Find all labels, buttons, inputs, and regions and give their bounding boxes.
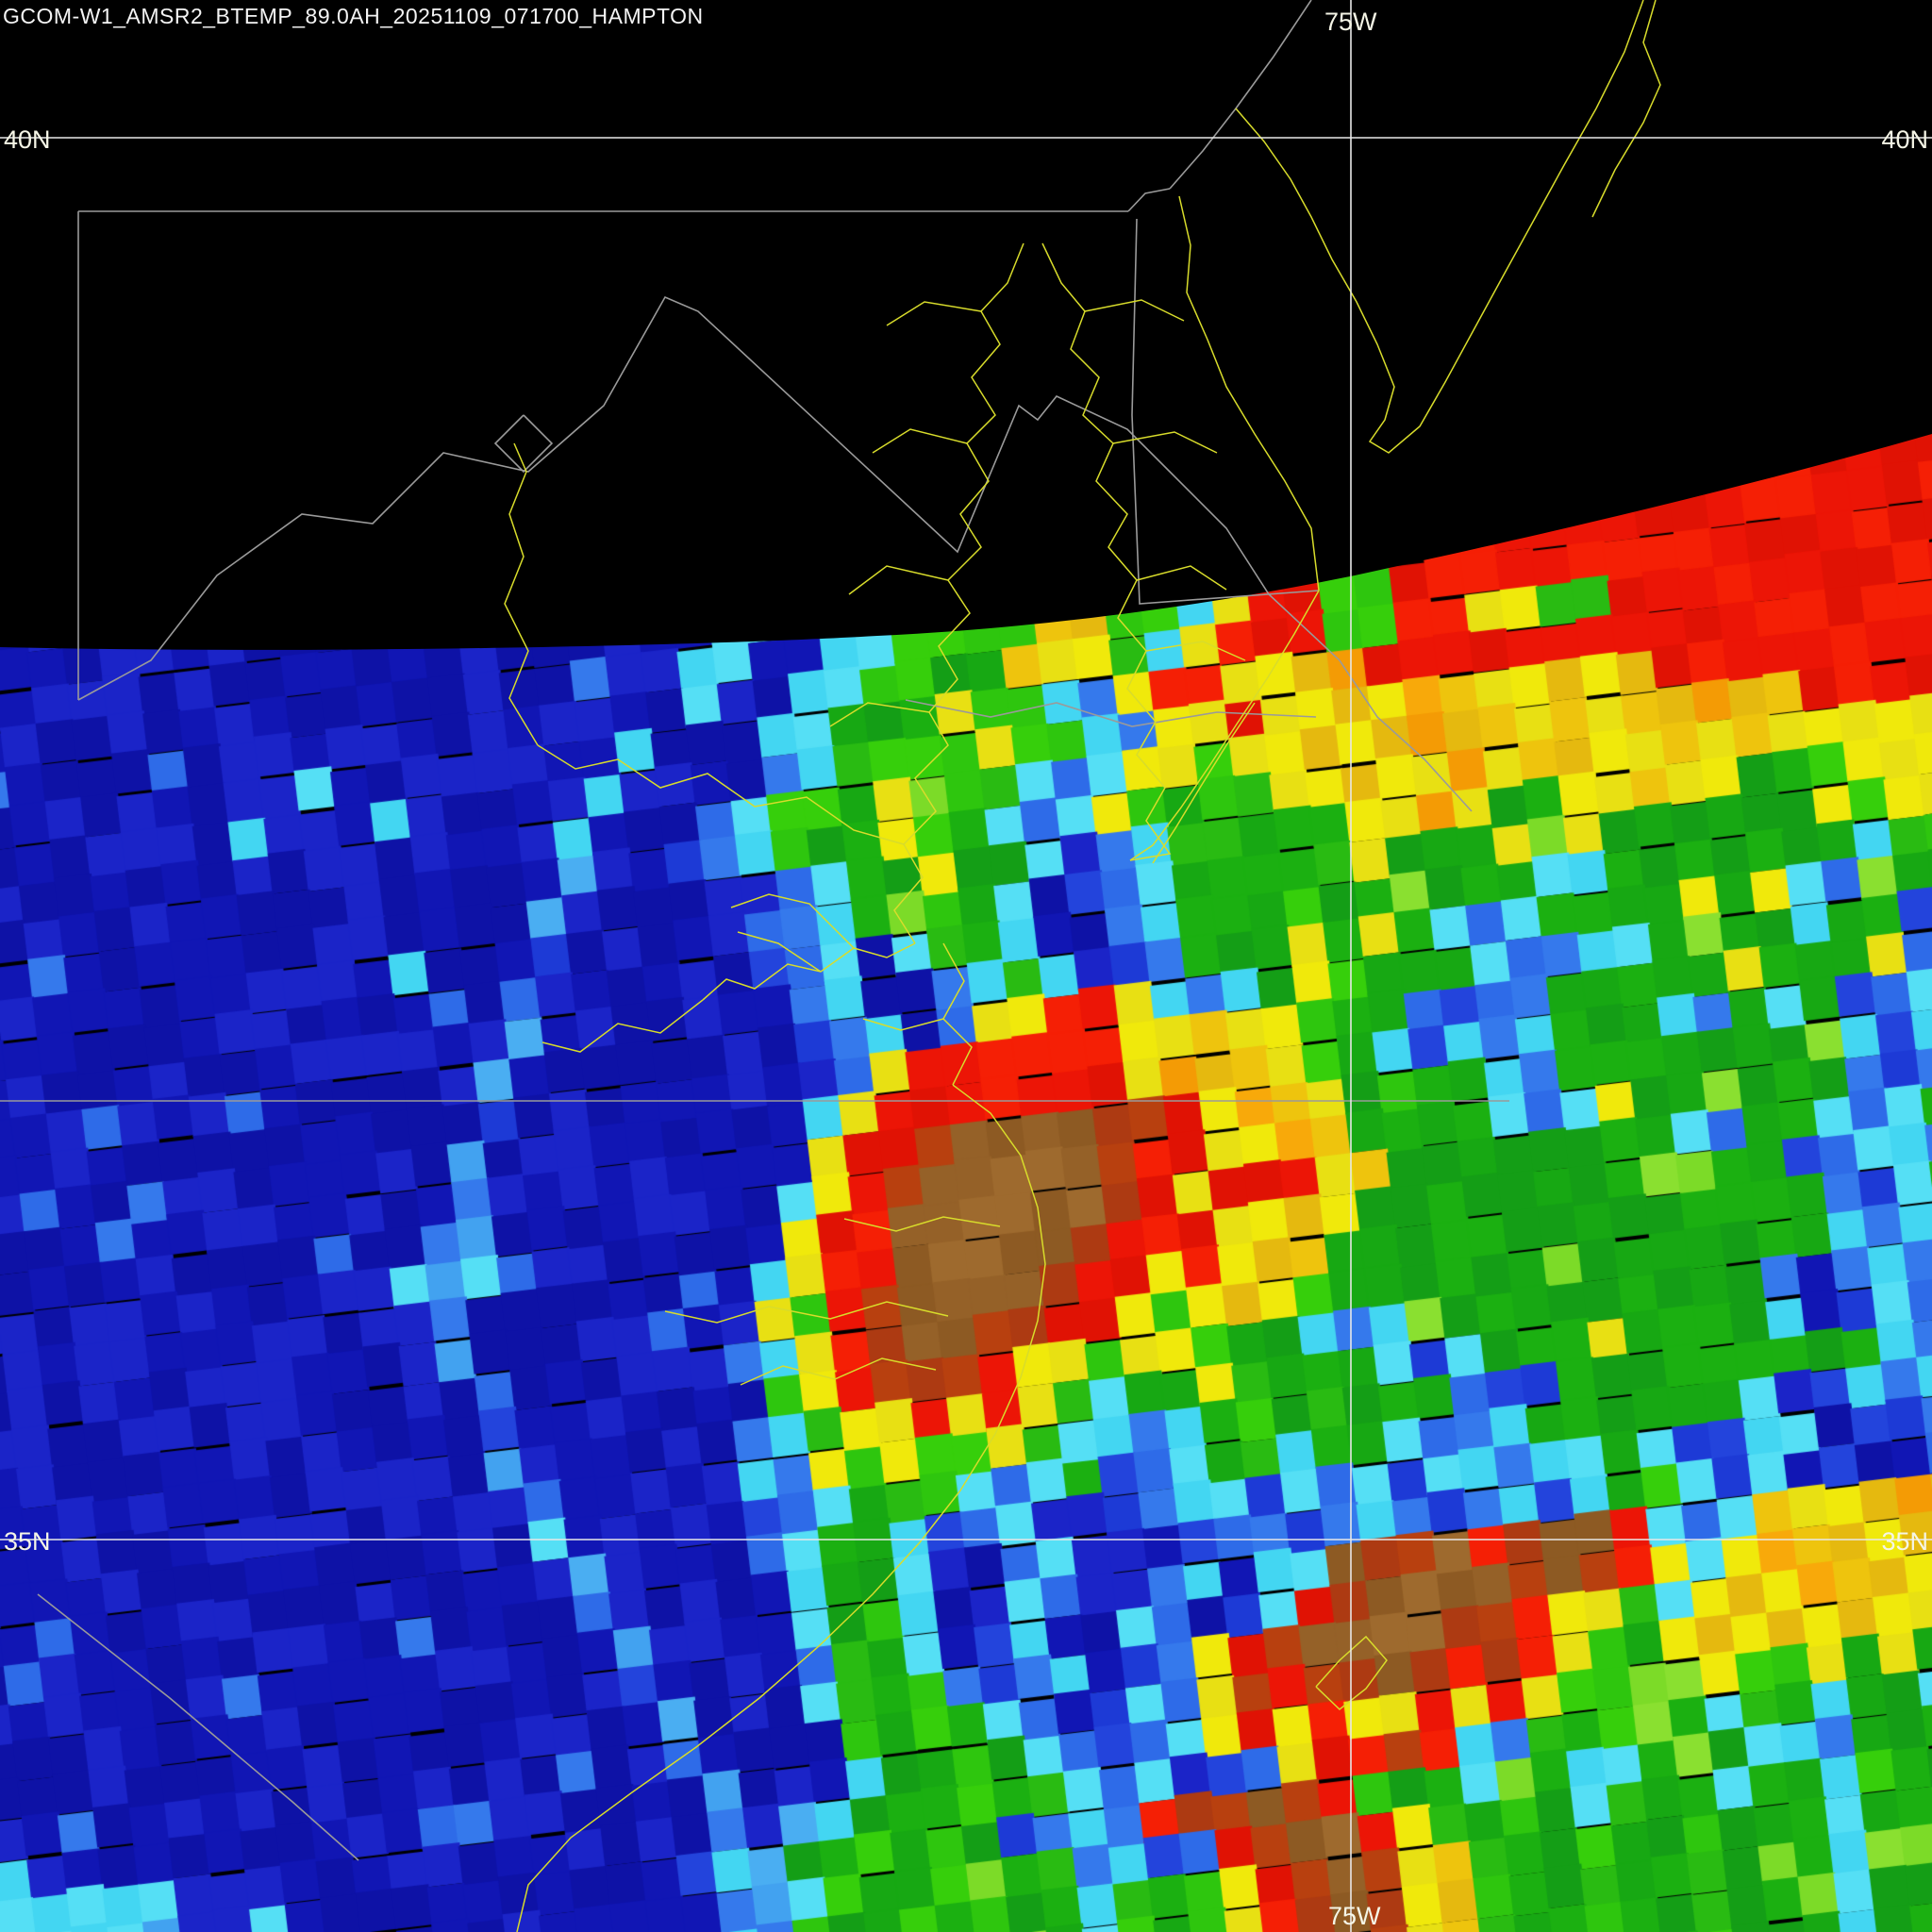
shoreline <box>730 893 855 949</box>
shoreline <box>1112 431 1218 454</box>
graticule-label-40n-left: 40N <box>4 125 51 154</box>
shoreline <box>843 1216 1001 1232</box>
graticule-label-75w-bottom: 75W <box>1328 1902 1381 1930</box>
graticule-label-35n-right: 35N <box>1881 1527 1928 1556</box>
dc-border-diamond <box>493 414 554 474</box>
graticule-label-40n-right: 40N <box>1881 125 1928 154</box>
shoreline <box>537 744 905 845</box>
state-border-line <box>1131 218 1320 605</box>
shoreline <box>1315 1635 1388 1710</box>
swath-edge-mask <box>0 0 1932 650</box>
shoreline <box>872 428 968 454</box>
shoreline <box>886 301 982 326</box>
shoreline <box>862 1018 944 1031</box>
shoreline <box>516 1084 1046 1932</box>
shoreline <box>1041 242 1172 861</box>
shoreline <box>1136 565 1227 591</box>
shorelines <box>504 0 1661 1932</box>
state-border-line <box>1127 188 1171 212</box>
shoreline <box>1129 590 1320 861</box>
shoreline <box>848 565 949 595</box>
shoreline <box>504 442 539 746</box>
shoreline <box>1145 641 1246 661</box>
shoreline <box>893 242 1024 944</box>
shoreline <box>1084 299 1185 322</box>
shoreline <box>664 1301 949 1324</box>
shoreline <box>541 999 704 1053</box>
shoreline <box>1152 702 1256 864</box>
state-borders <box>0 0 1509 1861</box>
state-border-line <box>905 699 1317 727</box>
state-border-line <box>37 1593 359 1861</box>
graticule-labels: 40N 40N 35N 35N 75W 75W <box>4 8 1928 1930</box>
shoreline <box>829 702 930 727</box>
shoreline <box>740 1357 937 1386</box>
graticule-label-35n-left: 35N <box>4 1527 51 1556</box>
shoreline <box>1178 195 1320 591</box>
shoreline <box>1591 0 1661 218</box>
shoreline <box>737 931 822 973</box>
product-title: GCOM-W1_AMSR2_BTEMP_89.0AH_20251109_0717… <box>3 4 704 28</box>
shoreline <box>702 942 916 1001</box>
shoreline <box>1235 0 1644 454</box>
graticule-label-75w-top: 75W <box>1324 8 1377 36</box>
shoreline <box>942 942 973 1086</box>
state-border-line <box>77 295 1473 812</box>
